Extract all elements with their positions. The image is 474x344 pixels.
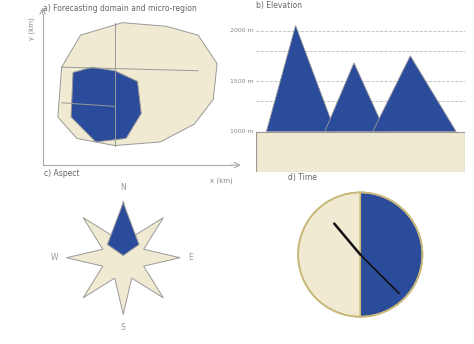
Text: c) Aspect: c) Aspect	[45, 169, 80, 178]
Polygon shape	[256, 131, 465, 172]
Polygon shape	[256, 131, 465, 172]
Text: d) Time: d) Time	[288, 173, 317, 182]
Polygon shape	[325, 63, 385, 131]
Text: b) Elevation: b) Elevation	[256, 1, 302, 10]
Text: 2000 m: 2000 m	[230, 28, 254, 33]
Text: a) Forecasting domain and micro-region: a) Forecasting domain and micro-region	[43, 4, 196, 13]
Circle shape	[298, 192, 422, 317]
Polygon shape	[266, 25, 335, 131]
Text: 1500 m: 1500 m	[230, 78, 254, 84]
Polygon shape	[58, 23, 217, 146]
Wedge shape	[360, 192, 422, 317]
Text: E: E	[189, 253, 193, 262]
Polygon shape	[373, 56, 456, 131]
Polygon shape	[71, 67, 141, 142]
Text: y (km): y (km)	[28, 17, 35, 40]
Polygon shape	[108, 203, 139, 256]
Text: S: S	[121, 323, 126, 332]
Polygon shape	[66, 201, 180, 314]
Text: 1000 m: 1000 m	[230, 129, 254, 134]
Text: W: W	[50, 253, 58, 262]
Text: N: N	[120, 183, 126, 192]
Text: x (km): x (km)	[210, 177, 232, 184]
